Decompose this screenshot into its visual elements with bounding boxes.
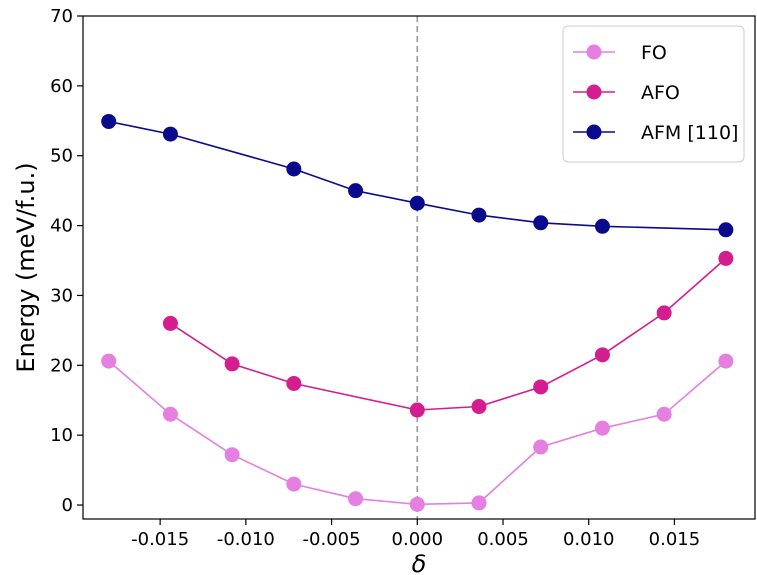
x-tick-label: 0.010	[563, 529, 615, 550]
x-tick-label: -0.005	[303, 529, 361, 550]
legend-marker	[586, 44, 602, 60]
axis-ticks: -0.015 -0.010 -0.005 0.000 0.005 0.010 0.015 0 1…	[50, 6, 700, 550]
data-point	[718, 222, 734, 238]
legend-item: AFM [110]	[573, 122, 738, 144]
data-point	[471, 495, 487, 511]
legend-item: AFO	[573, 82, 680, 104]
data-point	[594, 218, 610, 234]
x-tick-label: -0.015	[131, 529, 189, 550]
y-tick-label: 10	[50, 425, 73, 446]
series-fo	[101, 353, 734, 512]
y-tick-label: 0	[62, 495, 73, 516]
y-tick-label: 20	[50, 355, 73, 376]
series-afo	[162, 250, 734, 418]
legend-box	[562, 25, 745, 163]
legend-marker	[586, 84, 602, 100]
data-point	[718, 353, 734, 369]
legend: FO AFO AFM [110]	[562, 25, 745, 163]
y-tick-label: 30	[50, 285, 73, 306]
axes-frame	[82, 15, 756, 520]
legend-marker	[586, 124, 602, 140]
data-point	[594, 420, 610, 436]
legend-label: AFM [110]	[641, 122, 738, 144]
data-point	[718, 250, 734, 266]
data-point	[409, 402, 425, 418]
legend-label: FO	[641, 42, 667, 64]
data-point	[409, 195, 425, 211]
y-tick-label: 40	[50, 216, 73, 237]
data-point	[162, 126, 178, 142]
data-point	[286, 476, 302, 492]
data-point	[471, 399, 487, 415]
y-tick-label: 50	[50, 146, 73, 167]
data-point	[533, 439, 549, 455]
x-tick-label: -0.010	[217, 529, 275, 550]
data-point	[533, 379, 549, 395]
data-point	[348, 491, 364, 507]
data-point	[533, 215, 549, 231]
data-point	[594, 347, 610, 363]
data-point	[162, 315, 178, 331]
data-point	[286, 161, 302, 177]
x-tick-label: 0.000	[392, 529, 444, 550]
data-point	[286, 375, 302, 391]
data-point	[101, 353, 117, 369]
data-point	[656, 406, 672, 422]
plot-area	[101, 16, 734, 519]
y-tick-label: 70	[50, 6, 73, 27]
legend-label: AFO	[641, 82, 680, 104]
data-point	[162, 406, 178, 422]
data-point	[224, 447, 240, 463]
series-afm-110	[101, 113, 734, 238]
legend-item: FO	[573, 42, 667, 64]
data-point	[656, 305, 672, 321]
y-tick-label: 60	[50, 76, 73, 97]
data-point	[409, 496, 425, 512]
data-point	[348, 183, 364, 199]
x-axis-label: δ	[412, 550, 427, 575]
data-point	[224, 356, 240, 372]
data-point	[101, 113, 117, 129]
x-tick-label: 0.015	[649, 529, 701, 550]
data-point	[471, 207, 487, 223]
x-tick-label: 0.005	[477, 529, 529, 550]
y-axis-label: Energy (meV/f.u.)	[12, 162, 40, 372]
